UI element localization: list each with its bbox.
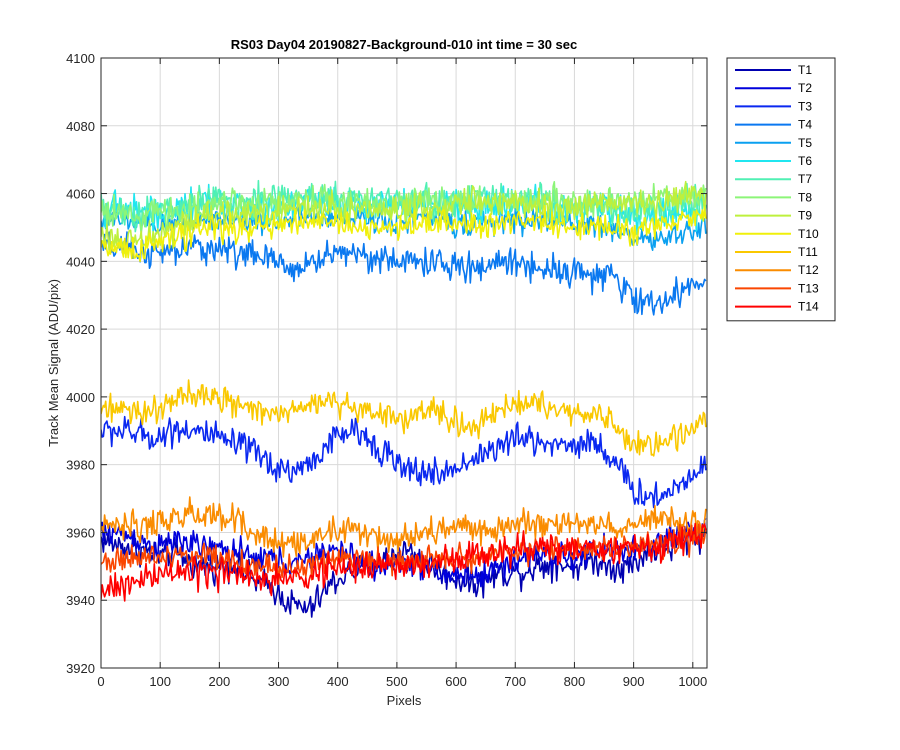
series-line-t4 [101,231,707,316]
legend-entry: T2 [798,81,812,95]
x-tick-label: 200 [209,674,231,689]
x-tick-label: 600 [445,674,467,689]
series-group [101,179,707,618]
legend-entry: T14 [798,300,819,314]
series-line-t9 [101,180,707,255]
series-line-t7 [101,179,707,233]
legend-entry: T11 [798,245,818,259]
series-line-t13 [101,523,707,585]
x-tick-label: 900 [623,674,645,689]
y-tick-label: 3940 [66,593,95,608]
series-line-t10 [101,204,707,263]
series-line-t3 [101,415,707,509]
x-tick-label: 1000 [678,674,707,689]
legend-entry: T3 [798,99,812,113]
x-tick-label: 800 [564,674,586,689]
y-tick-label: 4060 [66,187,95,202]
x-tick-label: 700 [504,674,526,689]
x-tick-label: 500 [386,674,408,689]
x-tick-label: 100 [149,674,171,689]
y-tick-label: 4080 [66,119,95,134]
y-tick-label: 3920 [66,661,95,676]
legend-entry: T1 [798,63,812,77]
y-tick-label: 3980 [66,458,95,473]
series-line-t12 [101,496,707,558]
legend-entry: T9 [798,209,812,223]
axes-ticks: 0 100 200 300 400 500 600 700 800 900 1000 3920 3940… [66,51,707,689]
legend-box [726,57,836,322]
y-tick-label: 3960 [66,525,95,540]
legend-entry: T12 [798,263,819,277]
legend-entry: T13 [798,281,819,295]
plot-frame [100,57,708,669]
series-line-t14 [101,522,707,602]
x-axis-label: Pixels [387,693,422,708]
legend-entry: T7 [798,172,812,186]
chart-title: RS03 Day04 20190827-Background-010 int t… [231,37,578,52]
y-tick-label: 4100 [66,51,95,66]
legend-entry: T6 [798,154,812,168]
legend-entry: T8 [798,190,812,204]
legend-entry: T5 [798,136,812,150]
legend: T1 T2 T3 T4 T5 T6 T7 T8 T9 T10 T11 T12 T13 T14 [726,57,836,322]
y-tick-label: 4040 [66,254,95,269]
x-tick-label: 300 [268,674,290,689]
series-line-t11 [101,379,707,457]
y-tick-label: 4000 [66,390,95,405]
y-axis-label: Track Mean Signal (ADU/pix) [46,279,61,447]
legend-entry: T10 [798,227,819,241]
y-tick-label: 4020 [66,322,95,337]
legend-entry: T4 [798,118,812,132]
x-tick-label: 400 [327,674,349,689]
x-tick-label: 0 [97,674,104,689]
